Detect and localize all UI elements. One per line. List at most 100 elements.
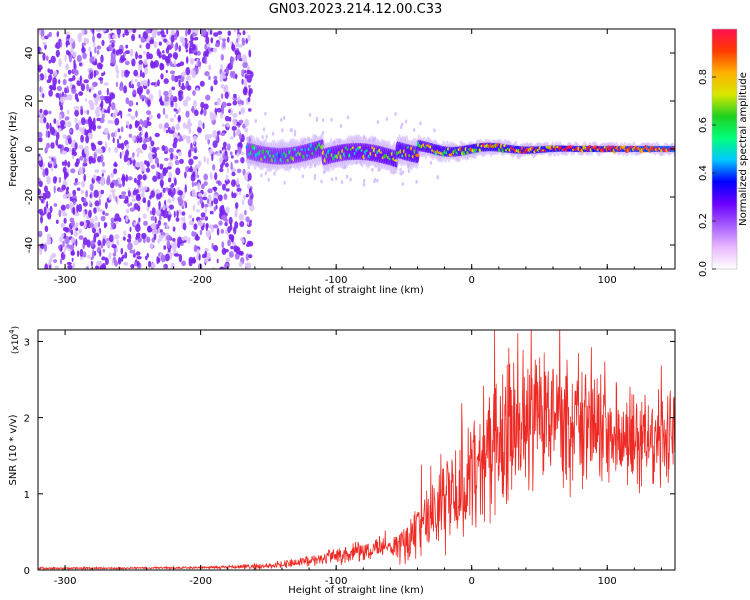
noise-dot [227, 36, 230, 43]
noise-dot [128, 133, 132, 138]
noise-dot [95, 148, 98, 154]
noise-dot [230, 245, 234, 250]
noise-dot [137, 62, 143, 71]
noise-dot [212, 140, 218, 148]
noise-dot [233, 179, 236, 186]
noise-dot [64, 31, 70, 36]
noise-dot [53, 70, 58, 77]
noise-dot [229, 223, 233, 231]
noise-dot [104, 212, 109, 217]
noise-dot [164, 145, 168, 150]
noise-dot [83, 210, 86, 218]
noise-dot [127, 190, 131, 197]
noise-dot [203, 29, 207, 36]
noise-dot [177, 75, 182, 79]
noise-dot [49, 69, 54, 75]
noise-dot [96, 29, 102, 33]
noise-dot [69, 244, 75, 250]
noise-dot [182, 222, 187, 231]
noise-dot [104, 258, 109, 265]
noise-dot [129, 202, 133, 206]
noise-dot [167, 53, 173, 58]
noise-dot [220, 83, 225, 89]
halo-dot [267, 177, 270, 182]
noise-dot [155, 209, 161, 216]
noise-dot [217, 30, 223, 35]
noise-dot [78, 145, 84, 150]
noise-dot [75, 222, 79, 227]
noise-dot [225, 162, 229, 168]
noise-dot [160, 254, 166, 263]
noise-dot [79, 221, 85, 227]
noise-dot [132, 29, 137, 34]
noise-dot [216, 152, 222, 157]
halo-dot [265, 134, 268, 139]
noise-dot [144, 137, 151, 143]
noise-dot [93, 96, 99, 103]
noise-dot [87, 254, 91, 259]
noise-dot [232, 192, 237, 199]
noise-dot [159, 62, 164, 71]
noise-dot [88, 99, 93, 105]
noise-dot [110, 172, 115, 178]
noise-dot [192, 171, 196, 175]
noise-dot [142, 31, 148, 40]
noise-dot [112, 48, 116, 54]
noise-dot [123, 230, 127, 237]
noise-dot [188, 214, 192, 219]
noise-dot [63, 217, 67, 224]
noise-dot [159, 163, 164, 170]
noise-dot [165, 129, 169, 134]
noise-dot [244, 127, 249, 133]
noise-dot [84, 146, 89, 155]
y-tick-label: 3 [24, 337, 30, 348]
noise-dot [200, 101, 205, 109]
halo-dot [376, 120, 380, 125]
noise-dot [94, 200, 100, 207]
noise-dot [143, 220, 148, 226]
noise-dot [76, 98, 79, 103]
noise-dot [43, 244, 48, 252]
noise-dot [136, 135, 139, 144]
noise-dot [125, 208, 130, 214]
noise-dot [179, 158, 184, 164]
noise-dot [228, 109, 231, 114]
noise-dot [189, 57, 195, 65]
noise-dot [70, 168, 76, 174]
noise-dot [62, 79, 67, 86]
page-title: GN03.2023.214.12.00.C33 [268, 2, 443, 17]
noise-dot [66, 121, 72, 128]
noise-dot [193, 244, 198, 253]
noise-dot [112, 34, 117, 39]
noise-dot [173, 253, 180, 257]
noise-dot [161, 145, 166, 151]
snr-x-ticks: -300 -200 -100 0 100 [54, 330, 662, 587]
noise-dot [146, 88, 150, 95]
noise-dot [203, 108, 207, 117]
noise-dot [181, 134, 188, 140]
noise-dot [211, 200, 214, 207]
noise-dot [204, 43, 208, 50]
noise-dot [133, 69, 139, 77]
noise-dot [82, 251, 87, 258]
noise-dot [38, 156, 42, 161]
noise-dot [208, 224, 214, 229]
noise-dot [185, 56, 189, 64]
noise-dot [48, 258, 52, 266]
snr-x-label: Height of straight line (km) [288, 585, 424, 596]
noise-dot [153, 60, 159, 68]
noise-dot [115, 248, 118, 253]
noise-dot [156, 113, 161, 119]
colorbar-gradient [712, 29, 737, 269]
noise-dot [53, 158, 57, 167]
noise-dot [64, 172, 69, 178]
noise-dot [60, 204, 66, 211]
noise-dot [149, 243, 154, 249]
noise-dot [127, 108, 132, 112]
noise-dot [177, 241, 181, 249]
noise-dot [93, 189, 99, 198]
noise-dot [84, 98, 88, 102]
noise-dot [99, 95, 105, 101]
noise-dot [202, 122, 205, 130]
noise-dot [171, 74, 175, 82]
